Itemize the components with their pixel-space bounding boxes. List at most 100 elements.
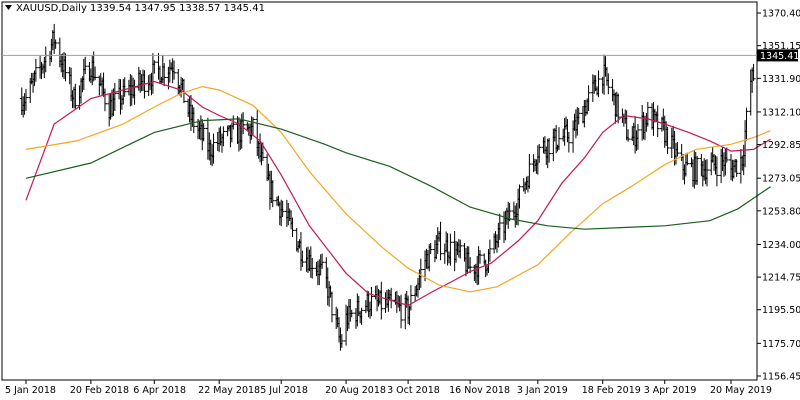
x-tick-label: 18 Feb 2019 [582,385,641,396]
ohlc-bar [635,123,640,150]
ohlc-bar [93,66,98,81]
ohlc-bar [320,253,325,269]
ohlc-bar [300,250,305,267]
ohlc-bar [458,239,463,259]
x-tick-label: 3 Oct 2018 [387,385,440,396]
ohlc-bar [596,70,601,98]
x-tick-label: 20 Aug 2018 [325,385,386,396]
x-tick-label: 5 Jul 2018 [260,385,308,396]
ohlc-bar [695,155,700,185]
ohlc-bar [448,233,453,266]
ohlc-bar [349,309,354,318]
ohlc-bar [83,56,88,75]
ohlc-bar [399,294,404,329]
ohlc-bar [359,307,364,325]
ohlc-bar [665,126,670,155]
y-tick-label: 1351.15 [762,41,800,52]
ohlc-bar [751,63,756,81]
ohlc-bar [73,83,78,109]
ohlc-bar [172,60,177,80]
ohlc-values: 1339.54 1347.95 1338.57 1345.41 [90,3,265,14]
ohlc-bar [616,93,621,124]
ohlc-bar [418,258,423,288]
ohlc-bar [24,88,28,111]
ohlc-bar [63,53,68,82]
ohlc-bar [705,159,710,187]
ohlc-bar [231,115,236,130]
triangle-down-icon[interactable] [5,5,12,10]
y-tick-label: 1234.00 [762,240,800,251]
y-tick-label: 1312.10 [762,107,800,118]
ohlc-bar [645,102,650,127]
x-tick-label: 6 Apr 2018 [133,385,186,396]
ohlc-bar [201,123,206,142]
ohlc-bar [241,112,246,135]
ohlc-bar [685,152,690,166]
ohlc-bar [152,60,157,74]
y-tick-label: 1370.40 [762,9,800,20]
moving-average-line [25,85,771,293]
ohlc-bar [329,291,334,323]
y-tick-label: 1273.05 [762,174,800,185]
ohlc-bar [527,154,532,189]
x-tick-label: 20 Feb 2018 [70,385,129,396]
ohlc-bar [626,129,631,142]
ohlc-bar [714,156,719,187]
y-tick-label: 1292.85 [762,140,800,151]
last-price-label: 1345.41 [760,51,799,62]
ohlc-bar [566,131,571,153]
ohlc-bar [547,137,552,163]
ohlc-bar [290,217,295,238]
x-tick-label: 16 Nov 2018 [449,385,510,396]
x-tick-label: 20 May 2019 [710,385,772,396]
ohlc-bar [408,285,413,311]
ohlc-bar [162,63,167,87]
chart-header: XAUUSD,Daily 1339.54 1347.95 1338.57 134… [5,3,265,14]
ohlc-bar [537,143,542,163]
ohlc-bar [191,107,196,134]
x-tick-label: 3 Jan 2019 [517,385,568,396]
ohlc-bar [53,39,58,49]
y-tick-label: 1156.45 [762,372,800,383]
ohlc-bar [478,250,483,264]
ohlc-bar [211,133,216,164]
ohlc-bar [517,184,522,209]
x-tick-label: 3 Apr 2019 [644,385,697,396]
y-tick-label: 1175.70 [762,339,800,350]
ohlc-bar [221,126,226,147]
ohlc-bar [339,334,344,348]
plot-frame [1,1,758,381]
x-tick-label: 22 May 2018 [198,385,260,396]
ohlc-bar [734,159,739,177]
y-tick-label: 1195.50 [762,305,800,316]
last-price-badge: 1345.41 [757,49,799,62]
ohlc-bar [428,243,433,255]
ohlc-bar [310,257,315,279]
ohlc-bar [102,88,107,112]
symbol-label: XAUUSD,Daily [16,3,87,14]
y-tick-label: 1331.90 [762,74,800,85]
x-tick-label: 5 Jan 2018 [5,385,56,396]
ohlc-bar [122,77,127,97]
ohlc-bar [33,58,38,82]
y-tick-label: 1214.75 [762,273,800,284]
ohlc-bar [468,257,473,274]
ohlc-bar [270,180,275,208]
plot-area [19,23,771,351]
ohlc-bar [586,85,591,111]
ohlc-bar [280,200,285,218]
ohlc-bar [369,286,374,317]
ohlc-bar [487,239,492,262]
ohlc-bar [438,221,443,261]
y-tick-label: 1253.80 [762,206,800,217]
ohlc-bar [112,82,117,111]
ohlc-bar [379,281,384,320]
ohlc-bar [181,78,186,104]
ohlc-bar [724,147,729,163]
ohlc-bar [675,141,680,157]
ohlc-bar [744,107,749,141]
ohlc-bar [556,127,561,150]
